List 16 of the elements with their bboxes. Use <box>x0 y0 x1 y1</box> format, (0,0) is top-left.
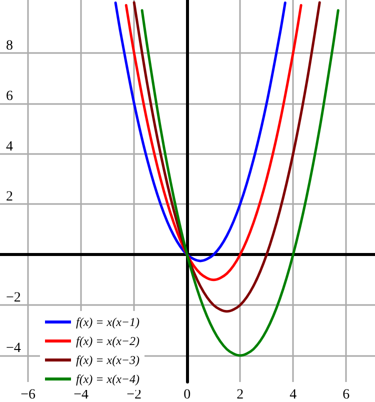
y-tick-label: −4 <box>6 341 21 356</box>
y-tick-label: 8 <box>6 38 13 54</box>
legend-label: f(x) = x(x−1) <box>76 315 140 329</box>
y-tick-label: −2 <box>6 290 21 306</box>
legend-label: f(x) = x(x−3) <box>76 353 140 367</box>
y-tick-label: 2 <box>6 190 13 205</box>
x-tick-label: 4 <box>290 388 297 402</box>
y-tick-label: 4 <box>6 139 13 154</box>
legend-label: f(x) = x(x−2) <box>76 334 140 348</box>
x-tick-label: 2 <box>236 388 244 402</box>
x-tick-label: 0 <box>184 388 191 402</box>
y-tick-label: 6 <box>6 88 13 104</box>
x-tick-label: −4 <box>74 388 89 402</box>
x-tick-label: −6 <box>20 388 36 402</box>
legend-label: f(x) = x(x−4) <box>76 372 140 386</box>
x-tick-label: 6 <box>342 388 350 402</box>
